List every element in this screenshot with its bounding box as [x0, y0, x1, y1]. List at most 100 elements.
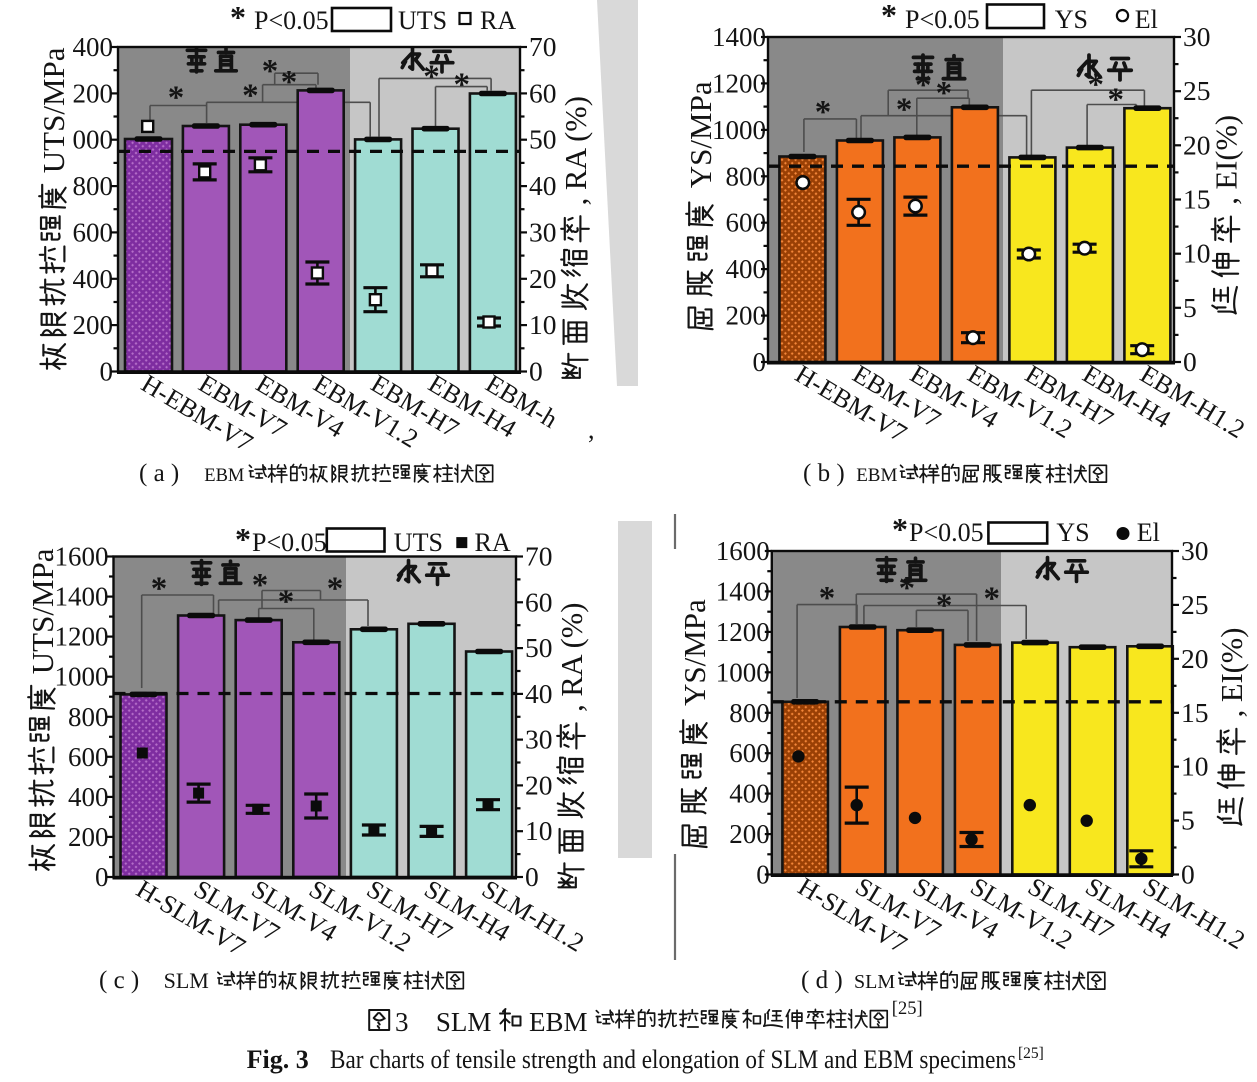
- svg-text:UTS/MPa: UTS/MPa: [25, 548, 60, 674]
- svg-text:*: *: [168, 80, 185, 116]
- svg-text:0: 0: [529, 356, 543, 387]
- svg-text:25: 25: [1181, 589, 1209, 620]
- svg-text:200: 200: [68, 822, 109, 852]
- svg-text:30: 30: [529, 216, 557, 247]
- svg-text:P<0.05: P<0.05: [254, 6, 329, 35]
- svg-text:40: 40: [525, 678, 553, 709]
- svg-text:800: 800: [729, 698, 770, 728]
- svg-text:1000: 1000: [712, 115, 766, 145]
- svg-text:0: 0: [525, 861, 539, 892]
- svg-text:*: *: [230, 0, 246, 35]
- svg-text:1400: 1400: [55, 582, 109, 612]
- svg-text:20: 20: [525, 769, 553, 800]
- svg-text:( b ): ( b ): [803, 460, 845, 487]
- svg-text:10: 10: [1183, 238, 1211, 269]
- svg-text:800: 800: [726, 161, 767, 191]
- svg-text:RA: RA: [475, 528, 511, 557]
- svg-text:200: 200: [729, 819, 770, 849]
- svg-text:*: *: [278, 584, 295, 620]
- svg-text:800: 800: [73, 171, 114, 201]
- svg-text:*: *: [984, 581, 1001, 617]
- svg-text:0: 0: [1181, 859, 1195, 890]
- svg-text:0: 0: [1183, 346, 1197, 377]
- svg-text:5: 5: [1181, 805, 1195, 836]
- svg-text:200: 200: [73, 78, 114, 108]
- svg-text:*: *: [252, 568, 269, 604]
- svg-text:1000: 1000: [716, 657, 770, 687]
- svg-text:Bar charts of tensile strength: Bar charts of tensile strength and elong…: [330, 1045, 1016, 1074]
- svg-text:1200: 1200: [712, 68, 766, 98]
- svg-text:P<0.05: P<0.05: [905, 5, 980, 34]
- svg-text:70: 70: [529, 31, 557, 62]
- svg-text:30: 30: [1181, 535, 1209, 566]
- svg-text:YS: YS: [1056, 518, 1089, 547]
- svg-text:*: *: [235, 521, 251, 557]
- svg-text:200: 200: [73, 310, 114, 340]
- svg-text:( a ): ( a ): [139, 460, 179, 487]
- svg-text:400: 400: [729, 779, 770, 809]
- svg-text:800: 800: [68, 702, 109, 732]
- svg-text:1200: 1200: [55, 622, 109, 652]
- svg-text:0: 0: [95, 862, 109, 892]
- svg-text:*: *: [453, 67, 470, 103]
- svg-text:SLM: SLM: [436, 1007, 492, 1037]
- svg-text:70: 70: [525, 541, 553, 572]
- svg-text:50: 50: [525, 632, 553, 663]
- svg-text:P<0.05: P<0.05: [252, 528, 327, 557]
- svg-text:200: 200: [726, 301, 767, 331]
- svg-text:SLM: SLM: [164, 968, 209, 993]
- svg-text:30: 30: [525, 724, 553, 755]
- svg-text:*: *: [423, 59, 440, 95]
- svg-text:60: 60: [529, 77, 557, 108]
- svg-text:El: El: [1137, 518, 1160, 547]
- svg-text:20: 20: [1181, 643, 1209, 674]
- svg-text:30: 30: [1183, 21, 1211, 52]
- svg-text:400: 400: [726, 254, 767, 284]
- svg-text:El: El: [1135, 5, 1158, 34]
- svg-text:EBM: EBM: [856, 465, 897, 486]
- svg-text:3: 3: [395, 1007, 409, 1037]
- svg-text:UTS/MPa: UTS/MPa: [36, 47, 71, 173]
- svg-text:1400: 1400: [716, 576, 770, 606]
- svg-text:*: *: [936, 588, 953, 624]
- svg-text:*: *: [151, 571, 168, 607]
- svg-text:1600: 1600: [716, 536, 770, 566]
- svg-text:20: 20: [529, 263, 557, 294]
- svg-text:600: 600: [73, 217, 114, 247]
- svg-text:400: 400: [73, 32, 114, 62]
- svg-text:0: 0: [756, 860, 770, 890]
- svg-text:SLM: SLM: [854, 971, 895, 993]
- svg-text:EBM: EBM: [529, 1007, 588, 1037]
- svg-text:10: 10: [525, 815, 553, 846]
- svg-text:1200: 1200: [716, 617, 770, 647]
- svg-text:*: *: [892, 511, 908, 547]
- svg-text:1400: 1400: [712, 22, 766, 52]
- svg-text:600: 600: [68, 742, 109, 772]
- svg-text:*: *: [936, 75, 953, 111]
- svg-text:*: *: [1088, 67, 1105, 103]
- svg-text:,: ,: [588, 415, 595, 444]
- svg-text:60: 60: [525, 586, 553, 617]
- svg-text:*: *: [1107, 82, 1124, 118]
- svg-text:, RA (%): , RA (%): [555, 603, 589, 712]
- svg-text:UTS: UTS: [394, 528, 443, 557]
- svg-text:25: 25: [1183, 75, 1211, 106]
- svg-text:*: *: [819, 581, 836, 617]
- svg-text:10: 10: [1181, 751, 1209, 782]
- svg-text:000: 000: [73, 125, 114, 155]
- svg-text:*: *: [262, 54, 279, 90]
- svg-text:YS: YS: [1055, 5, 1088, 34]
- svg-text:1000: 1000: [55, 662, 109, 692]
- svg-text:15: 15: [1183, 184, 1211, 215]
- svg-text:*: *: [881, 0, 897, 33]
- svg-text:[25]: [25]: [892, 999, 923, 1019]
- svg-text:YS/MPa: YS/MPa: [683, 81, 718, 188]
- svg-text:( c ): ( c ): [99, 967, 139, 994]
- svg-text:40: 40: [529, 170, 557, 201]
- svg-text:*: *: [242, 78, 259, 114]
- svg-text:400: 400: [73, 264, 114, 294]
- svg-text:20: 20: [1183, 129, 1211, 160]
- svg-text:YS/MPa: YS/MPa: [677, 599, 712, 706]
- svg-text:*: *: [896, 92, 913, 128]
- svg-text:10: 10: [529, 309, 557, 340]
